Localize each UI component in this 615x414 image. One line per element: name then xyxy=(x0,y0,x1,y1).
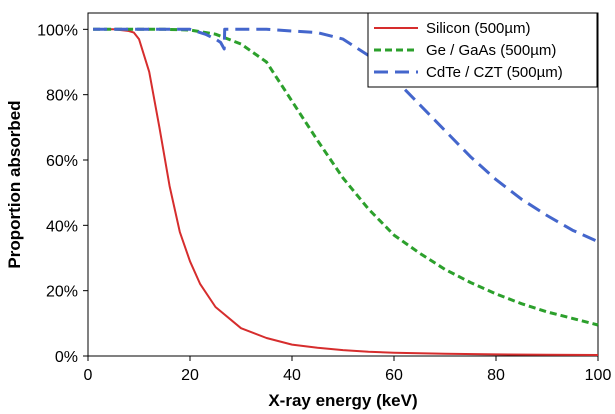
y-tick-label: 0% xyxy=(55,349,78,366)
x-axis-label: X-ray energy (keV) xyxy=(268,391,417,410)
plot-frame xyxy=(87,12,599,357)
y-tick-label: 20% xyxy=(46,284,78,301)
legend-entry-label: Ge / GaAs (500µm) xyxy=(426,42,556,59)
y-tick-label: 60% xyxy=(46,153,78,170)
series-line-cdte-czt-500-m xyxy=(93,27,599,244)
x-tick-label: 0 xyxy=(84,367,93,384)
legend-entry-label: Silicon (500µm) xyxy=(426,20,531,37)
x-tick-label: 40 xyxy=(283,367,301,384)
y-axis-label: Proportion absorbed xyxy=(5,100,24,268)
x-tick-label: 80 xyxy=(487,367,505,384)
legend-box xyxy=(367,12,598,88)
y-tick-label: 40% xyxy=(46,218,78,235)
x-tick-label: 20 xyxy=(181,367,199,384)
series-line-ge-gaas-500-m xyxy=(93,27,599,327)
x-tick-label: 100 xyxy=(585,367,612,384)
y-axis-ticks: 0% 20% 40% 60% 80% 100% xyxy=(37,22,88,366)
series-layer xyxy=(93,27,599,356)
x-axis-ticks: 0 20 40 60 80 100 xyxy=(84,356,612,384)
legend: Silicon (500µm) Ge / GaAs (500µm) CdTe / C… xyxy=(367,12,598,88)
y-tick-label: 80% xyxy=(46,88,78,105)
x-tick-label: 60 xyxy=(385,367,403,384)
y-tick-label: 100% xyxy=(37,22,78,39)
plot-area xyxy=(87,12,599,357)
series-line-silicon-500-m xyxy=(93,28,599,356)
legend-entry-label: CdTe / CZT (500µm) xyxy=(426,64,563,81)
